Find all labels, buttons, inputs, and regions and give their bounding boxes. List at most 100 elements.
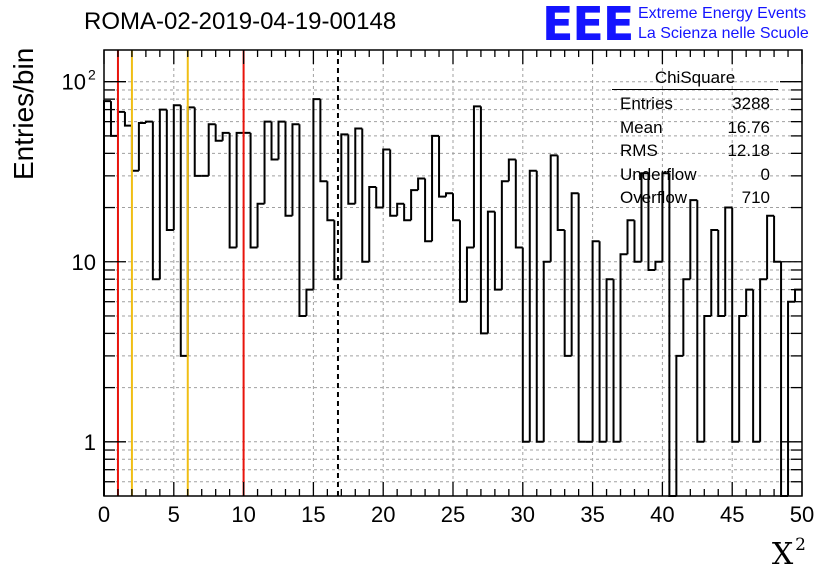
histogram-bin [340, 133, 349, 280]
stats-value: 3288 [732, 94, 770, 113]
x-tick-label: 35 [580, 502, 604, 527]
histogram-bin [347, 134, 356, 205]
histogram-bin [703, 314, 712, 442]
stats-value: 710 [741, 188, 770, 207]
histogram-bin [696, 200, 705, 443]
histogram-bin [773, 215, 782, 263]
histogram-bin [472, 105, 481, 248]
histogram-bin [151, 121, 160, 281]
histogram-bin [144, 120, 153, 123]
histogram-bin [103, 100, 111, 496]
stats-row-rms: RMS 12.18 [612, 139, 778, 163]
x-tick-label: 0 [98, 502, 110, 527]
histogram-bin [605, 278, 614, 442]
histogram-bin [535, 170, 544, 443]
stats-row-overflow: Overflow 710 [612, 186, 778, 210]
histogram-bin [591, 240, 600, 442]
histogram-bin [521, 247, 530, 443]
eee-logo-text: Extreme Energy Events La Scienza nelle S… [638, 4, 809, 44]
histogram-bin [368, 186, 377, 262]
histogram-bin [431, 134, 440, 242]
histogram-bin [291, 123, 300, 216]
histogram-bin [214, 124, 223, 142]
x-tick-label: 30 [511, 502, 535, 527]
stats-value: 0 [760, 164, 770, 184]
histogram-bin [556, 155, 565, 232]
x-tick-label: 25 [441, 502, 465, 527]
histogram-bin [787, 300, 796, 496]
histogram-bin [186, 106, 195, 356]
histogram-bin [780, 261, 789, 497]
histogram-bin [424, 178, 433, 243]
histogram-bin [458, 220, 467, 303]
histogram-bin [445, 192, 453, 197]
x-tick-label: 10 [231, 502, 255, 527]
histogram-bin [710, 229, 719, 316]
histogram-bin [130, 125, 139, 172]
stats-box: ChiSquare Entries 3288 Mean 16.76 RMS 12… [612, 68, 778, 210]
histogram-bin [172, 104, 181, 231]
histogram-bin [298, 124, 307, 317]
histogram-bin [640, 172, 649, 262]
y-tick-label: 10 [72, 250, 96, 275]
stats-label: Overflow [620, 188, 688, 207]
histogram-bin [731, 207, 740, 443]
histogram-bin [333, 220, 342, 281]
histogram-bin [570, 192, 579, 356]
histogram-bin [689, 199, 698, 280]
histogram-bin [577, 193, 586, 443]
eee-logo-mark: EEE [542, 0, 634, 51]
y-tick-label: 10 [62, 70, 86, 95]
histogram-bin [549, 154, 558, 262]
histogram-bin [263, 120, 272, 204]
histogram-bin [563, 230, 572, 357]
histogram-bin [486, 210, 495, 334]
stats-label: Mean [620, 117, 663, 137]
histogram-bin [116, 110, 125, 136]
x-tick-label: 45 [720, 502, 744, 527]
logo-line-2: La Scienza nelle Scuole [638, 25, 809, 42]
run-title: ROMA-02-2019-04-19-00148 [84, 8, 397, 35]
histogram-bin [312, 98, 321, 290]
histogram-bin [654, 260, 663, 270]
histogram-bin [514, 159, 523, 249]
histogram-bin [193, 107, 202, 177]
histogram-bin [766, 214, 775, 280]
histogram-bin [759, 278, 768, 442]
histogram-bin [542, 260, 551, 442]
histogram-bin [410, 189, 419, 221]
marker-lines-layer [116, 50, 339, 496]
histogram-bin [452, 193, 460, 222]
y-tick-label-exponent: 2 [88, 67, 96, 83]
histogram-bin [493, 211, 502, 291]
histogram-bin [235, 131, 244, 248]
x-tick-label: 15 [301, 502, 325, 527]
histogram-bin [598, 241, 607, 443]
histogram-bin [249, 132, 258, 249]
histogram-bin [647, 173, 656, 271]
histogram-bin [256, 202, 265, 248]
stats-label: Underflow [620, 164, 697, 184]
stats-row-entries: Entries 3288 [612, 92, 778, 116]
stats-row-underflow: Underflow 0 [612, 163, 778, 187]
histogram-bin [354, 127, 363, 204]
logo-line-1: Extreme Energy Events [638, 5, 807, 22]
histogram-bin [319, 99, 328, 183]
histogram-bin [326, 181, 335, 222]
histogram-bin [661, 172, 670, 262]
histogram-bin [717, 230, 726, 317]
histogram-bin [675, 354, 684, 496]
y-tick-label: 1 [84, 430, 96, 455]
x-axis-label-text: X [771, 537, 794, 572]
histogram-bin [417, 177, 426, 191]
histogram-bin [745, 288, 754, 316]
histogram-bin [794, 288, 802, 302]
histogram-bin [179, 105, 188, 357]
stats-value: 12.18 [727, 141, 770, 160]
histogram-bin [507, 158, 516, 182]
histogram-bin [724, 206, 733, 316]
grid-layer [104, 50, 802, 496]
histogram-bin [528, 169, 537, 442]
histogram-bin [682, 278, 691, 356]
histogram-bin [221, 131, 230, 141]
